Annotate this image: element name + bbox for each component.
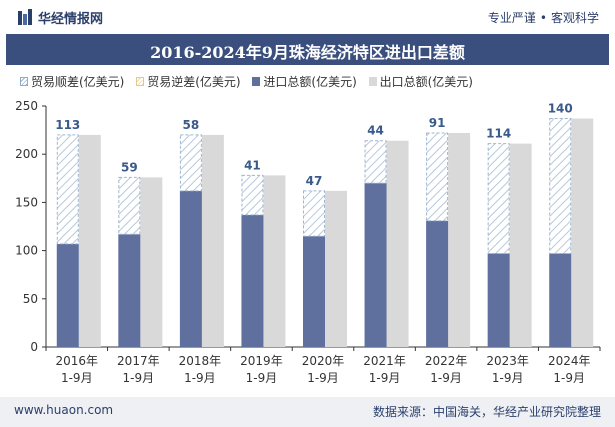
x-tick-label-year: 2022年 [425,354,468,368]
export-bar [201,134,224,347]
chart-labels: 113 59 58 41 47 44 91 114 140 [55,102,573,188]
data-source: 数据来源：中国海关，华经产业研究院整理 [372,405,601,419]
x-tick-label-period: 1-9月 [246,371,278,385]
slogan: 专业严谨 • 客观科学 [488,9,599,26]
surplus-bar [179,134,202,192]
top-bar: 华经情报网 专业严谨 • 客观科学 [0,0,615,34]
surplus-bar [118,176,141,235]
x-tick-label-period: 1-9月 [369,371,401,385]
legend-label-surplus: 贸易顺差(亿美元) [31,75,125,89]
export-bar [448,132,471,347]
surplus-data-label: 113 [55,118,80,132]
y-tick-label: 150 [15,195,38,209]
import-bar [364,183,387,347]
chart-bars [56,118,594,347]
x-tick-label-year: 2016年 [56,354,99,368]
legend-label-export: 出口总额(亿美元) [379,75,473,89]
surplus-bar [364,140,387,184]
surplus-data-label: 91 [429,116,446,130]
slogan-right: 客观科学 [550,11,599,25]
surplus-bar [241,174,264,216]
surplus-bar [303,190,325,237]
x-tick-label-period: 1-9月 [492,371,524,385]
y-tick-label: 250 [15,99,38,113]
import-bar [426,220,449,347]
site-url: www.huaon.com [14,403,114,417]
x-tick-label-period: 1-9月 [123,371,155,385]
export-bar [263,175,286,347]
import-bar [549,253,572,347]
chart-legend: 贸易顺差(亿美元) 贸易逆差(亿美元) 进口总额(亿美元) 出口总额(亿美元) [20,73,481,93]
legend-swatch-export [368,77,377,86]
slogan-left: 专业严谨 [487,11,536,25]
import-bar [118,234,141,347]
x-tick-label-period: 1-9月 [61,371,93,385]
x-tick-label-year: 2018年 [179,354,222,368]
export-bar [509,143,532,347]
surplus-data-label: 140 [548,102,573,116]
export-bar [140,177,163,347]
export-bar [386,140,409,347]
import-bar [179,190,202,347]
y-tick-label: 100 [15,244,38,258]
legend-item-surplus: 贸易顺差(亿美元) [20,73,124,90]
y-tick-label: 0 [30,340,38,354]
import-bar [56,243,79,347]
x-tick-label-year: 2017年 [117,354,160,368]
title-bar: 2016-2024年9月珠海经济特区进出口差额 [6,34,609,65]
legend-item-deficit: 贸易逆差(亿美元) [136,73,241,90]
surplus-bar [487,143,510,254]
import-bar [487,253,510,347]
export-bar [78,134,101,347]
x-tick-label-period: 1-9月 [553,371,585,385]
surplus-data-label: 58 [183,118,200,132]
footer-bar: www.huaon.com 数据来源：中国海关，华经产业研究院整理 [0,397,615,427]
surplus-data-label: 59 [121,160,138,174]
surplus-bar [549,118,572,254]
chart-title: 2016-2024年9月珠海经济特区进出口差额 [150,43,465,62]
surplus-bar [56,134,79,245]
y-tick-label: 50 [23,292,38,306]
legend-swatch-surplus [20,77,28,86]
slogan-separator-icon: • [539,11,547,25]
export-bar [571,118,594,347]
legend-label-deficit: 贸易逆差(亿美元) [147,75,241,89]
y-tick-label: 200 [15,147,38,161]
import-bar [241,214,264,347]
x-tick-label-year: 2019年 [240,354,283,368]
x-tick-label-period: 1-9月 [184,371,216,385]
surplus-data-label: 44 [367,124,384,138]
legend-item-export: 出口总额(亿美元) [368,73,473,90]
legend-swatch-deficit [136,77,145,86]
x-tick-label-period: 1-9月 [307,371,339,385]
surplus-data-label: 41 [244,158,261,172]
huajing-logo-icon [18,9,32,25]
surplus-data-label: 47 [306,174,323,188]
export-bar [325,190,347,347]
x-tick-label-year: 2021年 [363,354,406,368]
surplus-data-label: 114 [486,127,511,141]
trade-balance-chart: 0 50 100 150 200 250 2016年 1-9月 2017年 1-9月 2018年 1-… [15,99,601,385]
x-tick-label-year: 2023年 [486,354,529,368]
x-tick-label-year: 2024年 [548,354,591,368]
legend-label-import: 进口总额(亿美元) [263,75,357,89]
chart-axes: 0 50 100 150 200 250 2016年 1-9月 2017年 1-9月 2018年 1-… [15,99,601,385]
x-tick-label-period: 1-9月 [430,371,462,385]
brand-name: 华经情报网 [38,12,104,27]
legend-item-import: 进口总额(亿美元) [252,73,357,90]
surplus-bar [426,132,449,222]
x-tick-label-year: 2020年 [302,354,345,368]
import-bar [303,236,325,347]
legend-swatch-import [252,77,261,86]
